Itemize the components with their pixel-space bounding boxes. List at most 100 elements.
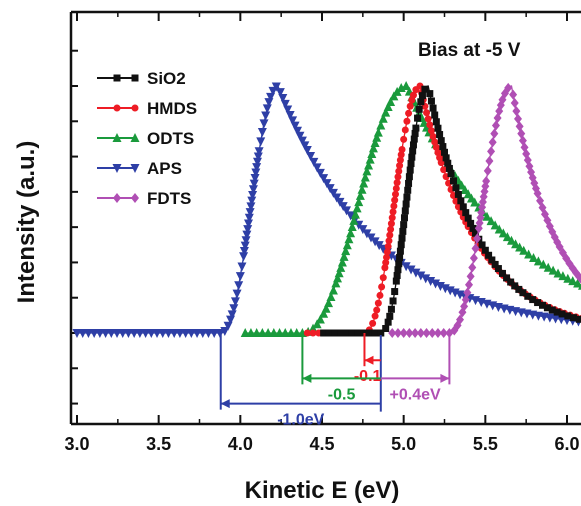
data-point	[398, 234, 406, 242]
annotation-label: +0.4eV	[390, 386, 441, 403]
data-point	[349, 215, 359, 225]
data-point	[283, 105, 293, 115]
data-point	[398, 146, 406, 154]
data-point	[486, 216, 496, 226]
data-point	[405, 328, 414, 338]
data-point	[315, 314, 325, 324]
data-point	[95, 329, 105, 338]
annotation: -0.5	[301, 333, 381, 403]
data-point	[262, 104, 272, 114]
data-point	[404, 186, 412, 194]
legend-label: SiO2	[147, 69, 186, 88]
data-point	[295, 131, 305, 141]
data-point	[331, 278, 341, 288]
data-point	[364, 160, 374, 170]
data-point	[292, 328, 302, 337]
annotation-label: -1.0eV	[277, 412, 324, 429]
data-point	[288, 116, 298, 126]
data-point	[394, 266, 402, 274]
data-point	[426, 121, 434, 129]
data-point	[403, 117, 411, 125]
data-point	[362, 166, 372, 176]
data-point	[354, 197, 364, 207]
data-point	[239, 247, 249, 257]
data-point	[113, 193, 121, 203]
data-point	[112, 133, 122, 142]
data-point	[181, 329, 191, 338]
data-point	[490, 128, 499, 139]
data-point	[464, 214, 472, 222]
data-point	[457, 197, 465, 205]
data-point	[252, 328, 262, 337]
data-point	[378, 283, 386, 291]
data-point	[130, 133, 140, 142]
data-point	[275, 88, 285, 98]
data-point	[399, 227, 407, 235]
data-point	[409, 147, 417, 155]
data-point	[485, 156, 494, 167]
data-point	[389, 297, 397, 305]
data-point	[485, 251, 493, 259]
x-tick-label: 4.5	[309, 434, 334, 454]
x-tick-label: 4.0	[228, 434, 253, 454]
data-point	[209, 329, 219, 338]
data-point	[395, 260, 403, 268]
data-point	[290, 121, 300, 131]
data-point	[392, 190, 399, 198]
data-point	[333, 273, 343, 283]
data-point	[491, 260, 499, 268]
data-point	[388, 328, 397, 338]
data-point	[414, 114, 422, 122]
data-point	[352, 203, 362, 213]
data-point	[257, 328, 267, 337]
data-point	[498, 269, 506, 277]
data-point	[312, 319, 322, 329]
data-point	[239, 252, 249, 262]
data-point	[395, 167, 403, 175]
data-point	[371, 312, 379, 320]
data-point	[198, 329, 208, 338]
data-point	[339, 251, 349, 261]
data-point	[336, 262, 346, 272]
legend-label: APS	[147, 159, 182, 178]
data-point	[158, 329, 168, 338]
data-point	[396, 156, 404, 164]
data-point	[519, 289, 527, 297]
data-point	[469, 224, 477, 232]
data-point	[320, 329, 328, 337]
data-point	[529, 253, 539, 263]
data-point	[400, 221, 408, 229]
data-point	[350, 209, 360, 219]
x-tick-label: 5.0	[391, 434, 416, 454]
series-fdts	[388, 82, 581, 338]
data-point	[421, 274, 431, 284]
data-point	[387, 220, 395, 228]
data-point	[403, 193, 411, 201]
data-point	[359, 178, 369, 188]
data-point	[424, 115, 432, 123]
data-point	[285, 111, 295, 121]
annotation: +0.4eV	[380, 333, 451, 403]
data-point	[386, 96, 396, 106]
data-point	[246, 328, 256, 337]
data-point	[256, 137, 266, 147]
data-point	[118, 329, 128, 338]
data-point	[229, 304, 239, 314]
data-point	[372, 132, 382, 142]
data-point	[112, 164, 122, 173]
data-point	[230, 297, 240, 307]
data-point	[360, 172, 370, 182]
data-point	[113, 74, 121, 82]
data-point	[515, 242, 525, 252]
data-point	[387, 225, 395, 233]
data-point	[369, 319, 377, 327]
data-point	[524, 249, 534, 259]
data-point	[405, 179, 413, 187]
data-point	[325, 184, 335, 194]
data-point	[326, 292, 336, 302]
data-point	[439, 143, 447, 151]
data-point	[234, 281, 244, 291]
data-point	[387, 305, 395, 313]
data-point	[135, 329, 145, 338]
data-point	[402, 200, 410, 208]
